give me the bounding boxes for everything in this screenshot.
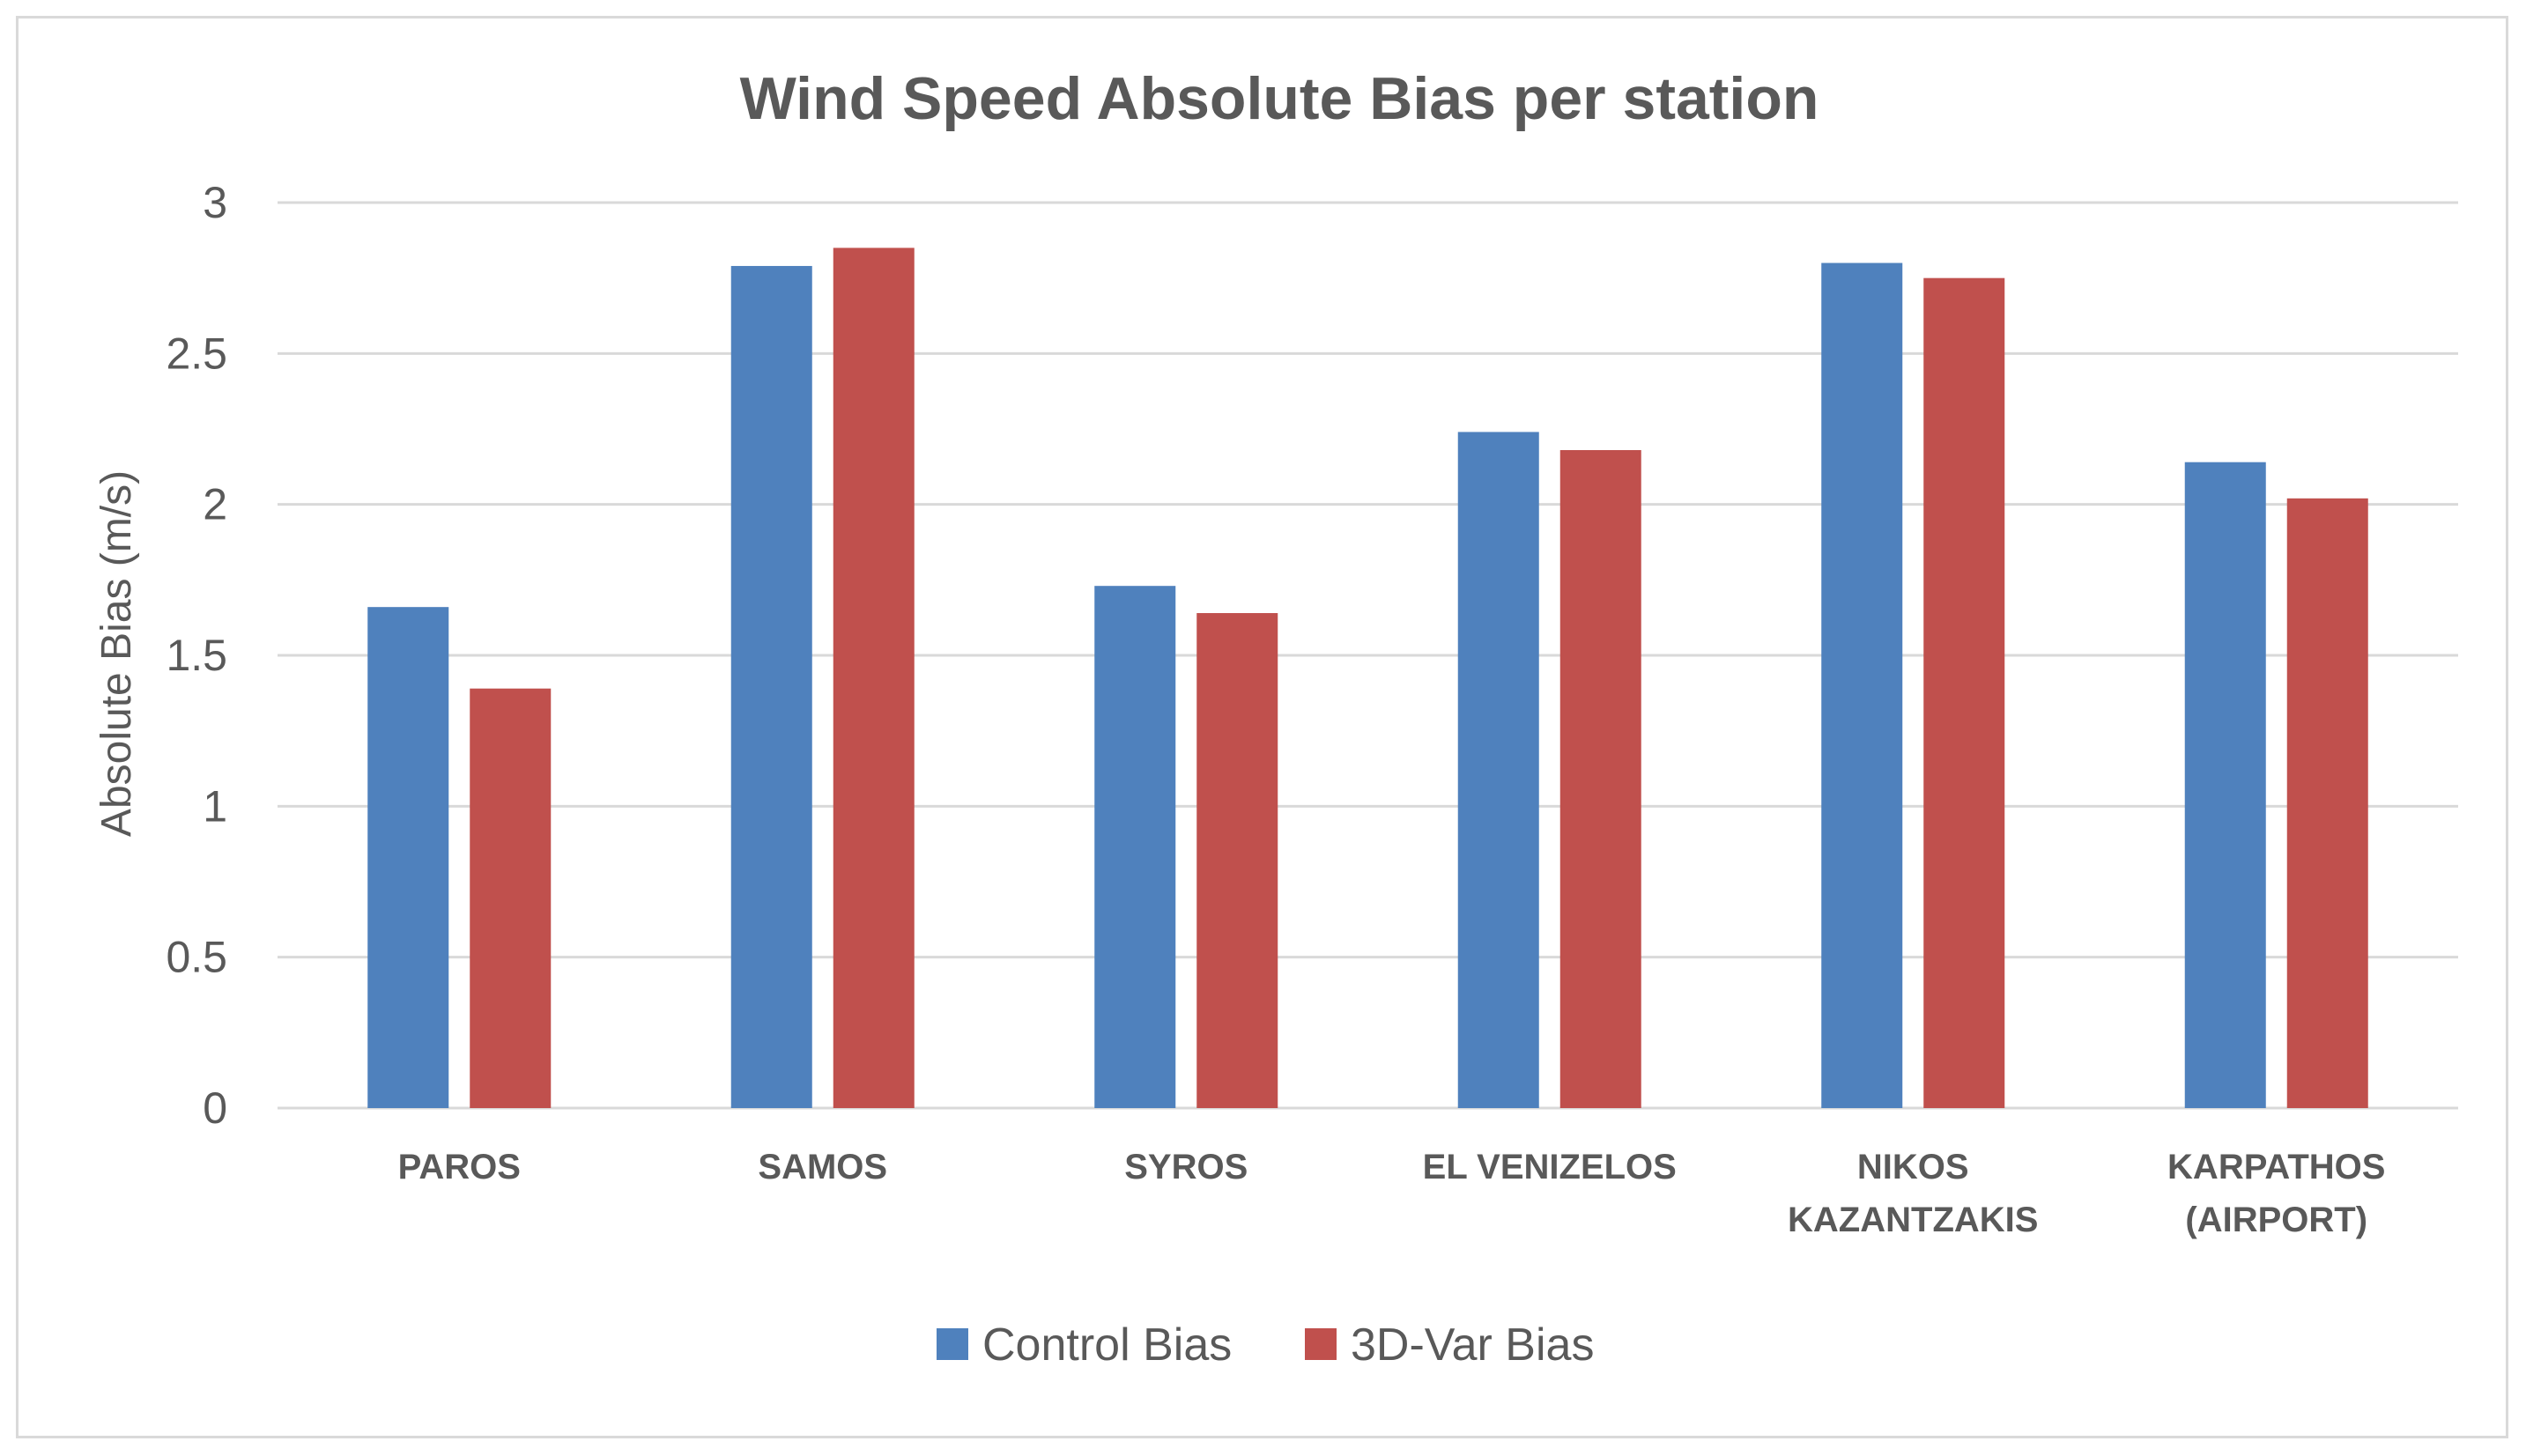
x-axis-ticks: PAROS SAMOS SYROS EL VENIZELOS NIKOS KAZANTZA…: [398, 1148, 2386, 1239]
bar-control-3: [1457, 432, 1539, 1109]
legend: Control Bias 3D-Var Bias: [937, 1319, 1594, 1371]
x-tick-label: PAROS: [398, 1148, 521, 1186]
x-tick-label: NIKOS: [1857, 1148, 1969, 1186]
x-tick-label: SAMOS: [758, 1148, 887, 1186]
legend-label: Control Bias: [982, 1319, 1232, 1371]
x-tick-label: SYROS: [1124, 1148, 1248, 1186]
x-tick-label: EL VENIZELOS: [1423, 1148, 1677, 1186]
y-tick-label: 3: [203, 178, 227, 227]
x-tick-label: (AIRPORT): [2185, 1201, 2367, 1239]
legend-swatch: [1305, 1328, 1337, 1360]
bar-control-5: [2184, 462, 2266, 1108]
bar-3dvar-2: [1196, 613, 1278, 1108]
bar-control-2: [1094, 586, 1176, 1108]
y-tick-label: 2.5: [166, 329, 227, 378]
legend-label: 3D-Var Bias: [1351, 1319, 1594, 1371]
y-tick-label: 0: [203, 1083, 227, 1133]
bar-control-1: [730, 265, 812, 1109]
bar-3dvar-0: [470, 688, 552, 1108]
bar-3dvar-5: [2286, 498, 2368, 1108]
y-tick-label: 1: [203, 781, 227, 831]
y-tick-label: 1.5: [166, 631, 227, 680]
y-axis-label: Absolute Bias (m/s): [93, 470, 140, 837]
y-tick-label: 2: [203, 480, 227, 529]
y-axis-ticks: 0 0.5 1 1.5 2 2.5 3: [166, 178, 227, 1133]
y-tick-label: 0.5: [166, 933, 227, 982]
chart-title: Wind Speed Absolute Bias per station: [740, 65, 1819, 132]
bar-control-0: [367, 607, 449, 1108]
bars: [367, 248, 2368, 1109]
bar-control-4: [1821, 262, 1903, 1108]
bar-3dvar-3: [1559, 449, 1641, 1108]
x-tick-label: KARPATHOS: [2167, 1148, 2385, 1186]
x-tick-label: KAZANTZAKIS: [1788, 1201, 2038, 1239]
legend-swatch: [937, 1328, 968, 1360]
bar-3dvar-1: [833, 248, 915, 1108]
gridlines: [278, 201, 2458, 1110]
bar-3dvar-4: [1923, 277, 2005, 1109]
